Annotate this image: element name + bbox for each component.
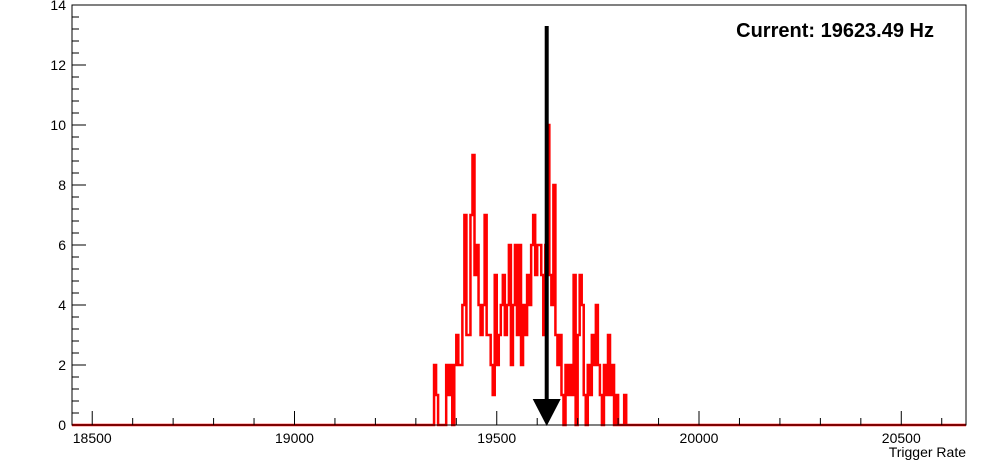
x-tick-label: 20500 bbox=[882, 430, 921, 446]
y-tick-label: 0 bbox=[58, 417, 66, 433]
y-tick-label: 6 bbox=[58, 237, 66, 253]
y-tick-label: 4 bbox=[58, 297, 66, 313]
x-tick-label: 18500 bbox=[73, 430, 112, 446]
y-tick-label: 8 bbox=[58, 177, 66, 193]
histogram-line bbox=[72, 123, 966, 427]
y-tick-label: 14 bbox=[50, 0, 66, 13]
x-tick-label: 19000 bbox=[275, 430, 314, 446]
current-rate-marker bbox=[532, 26, 561, 426]
y-axis-ticks: 0 2 4 6 8 10 12 14 bbox=[50, 0, 86, 433]
x-tick-label: 20000 bbox=[680, 430, 719, 446]
y-tick-label: 10 bbox=[50, 117, 66, 133]
y-tick-label: 2 bbox=[58, 357, 66, 373]
x-axis-ticks: 18500 19000 19500 20000 20500 bbox=[73, 411, 943, 446]
y-tick-label: 12 bbox=[50, 57, 66, 73]
plot-frame bbox=[71, 4, 967, 426]
current-rate-annotation: Current: 19623.49 Hz bbox=[736, 20, 934, 42]
x-tick-label: 19500 bbox=[477, 430, 516, 446]
arrow-head bbox=[532, 399, 561, 426]
histogram-series bbox=[72, 123, 966, 427]
x-axis-title: Trigger Rate bbox=[889, 444, 967, 460]
